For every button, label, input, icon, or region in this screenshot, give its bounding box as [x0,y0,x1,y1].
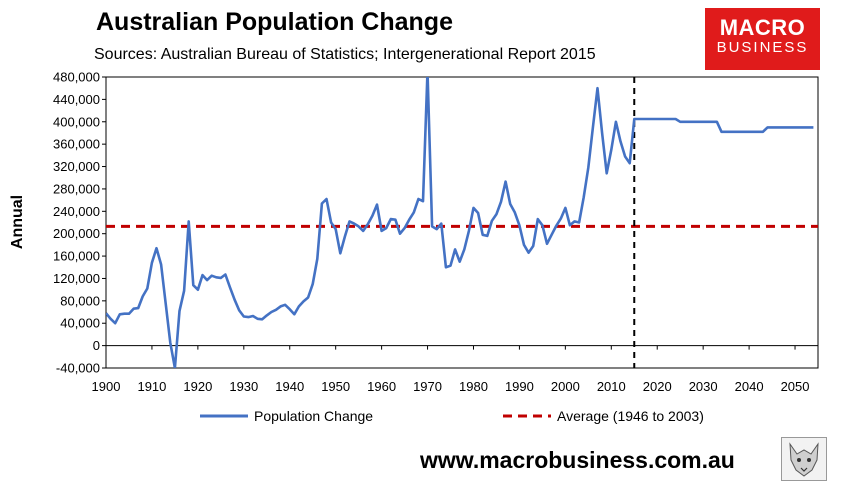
x-tick-label: 2000 [551,379,580,394]
x-tick-label: 1980 [459,379,488,394]
y-tick-label: 0 [93,338,100,353]
y-tick-label: 440,000 [53,92,100,107]
chart-title: Australian Population Change [96,8,453,36]
x-tick-label: 2020 [643,379,672,394]
wolf-logo-icon [781,437,827,481]
y-tick-label: 360,000 [53,137,100,152]
y-tick-label: 160,000 [53,249,100,264]
x-tick-label: 1960 [367,379,396,394]
x-tick-label: 2010 [597,379,626,394]
x-tick-label: 1920 [183,379,212,394]
x-tick-label: 1950 [321,379,350,394]
y-tick-label: 400,000 [53,114,100,129]
x-tick-label: 1910 [137,379,166,394]
x-axis: 1900 1910 1920 1930 1940 1950 1960 1970 1980 1990… [92,345,818,394]
chart-subtitle: Sources: Australian Bureau of Statistics… [94,46,596,63]
y-tick-label: 320,000 [53,159,100,174]
logo-line-2: BUSINESS [716,39,809,56]
y-tick-label: 280,000 [53,181,100,196]
y-tick-label: 80,000 [60,293,100,308]
series-layer [106,77,818,368]
x-tick-label: 1940 [275,379,304,394]
macrobusiness-logo[interactable]: MACRO BUSINESS [705,8,820,70]
x-tick-label: 1990 [505,379,534,394]
legend-label-average: Average (1946 to 2003) [557,408,704,424]
x-tick-label: 1900 [92,379,121,394]
y-tick-label: 200,000 [53,226,100,241]
website-url[interactable]: www.macrobusiness.com.au [420,447,735,473]
y-tick-label: 240,000 [53,204,100,219]
y-tick-label: 40,000 [60,316,100,331]
y-axis-title: Annual [9,195,26,249]
logo-line-1: MACRO [719,15,806,40]
y-axis: -40,000 0 40,000 80,000 120,000 160,000 200,00… [53,70,106,376]
x-tick-label: 2030 [689,379,718,394]
y-tick-label: -40,000 [56,361,100,376]
legend: Population Change Average (1946 to 2003) [200,408,704,424]
population-change-series-line [106,77,814,368]
x-tick-label: 1970 [413,379,442,394]
x-tick-label: 1930 [229,379,258,394]
legend-label-population: Population Change [254,408,373,424]
y-tick-label: 480,000 [53,70,100,85]
y-tick-label: 120,000 [53,271,100,286]
plot-area-border [105,76,819,369]
x-tick-label: 2040 [735,379,764,394]
x-tick-label: 2050 [781,379,810,394]
